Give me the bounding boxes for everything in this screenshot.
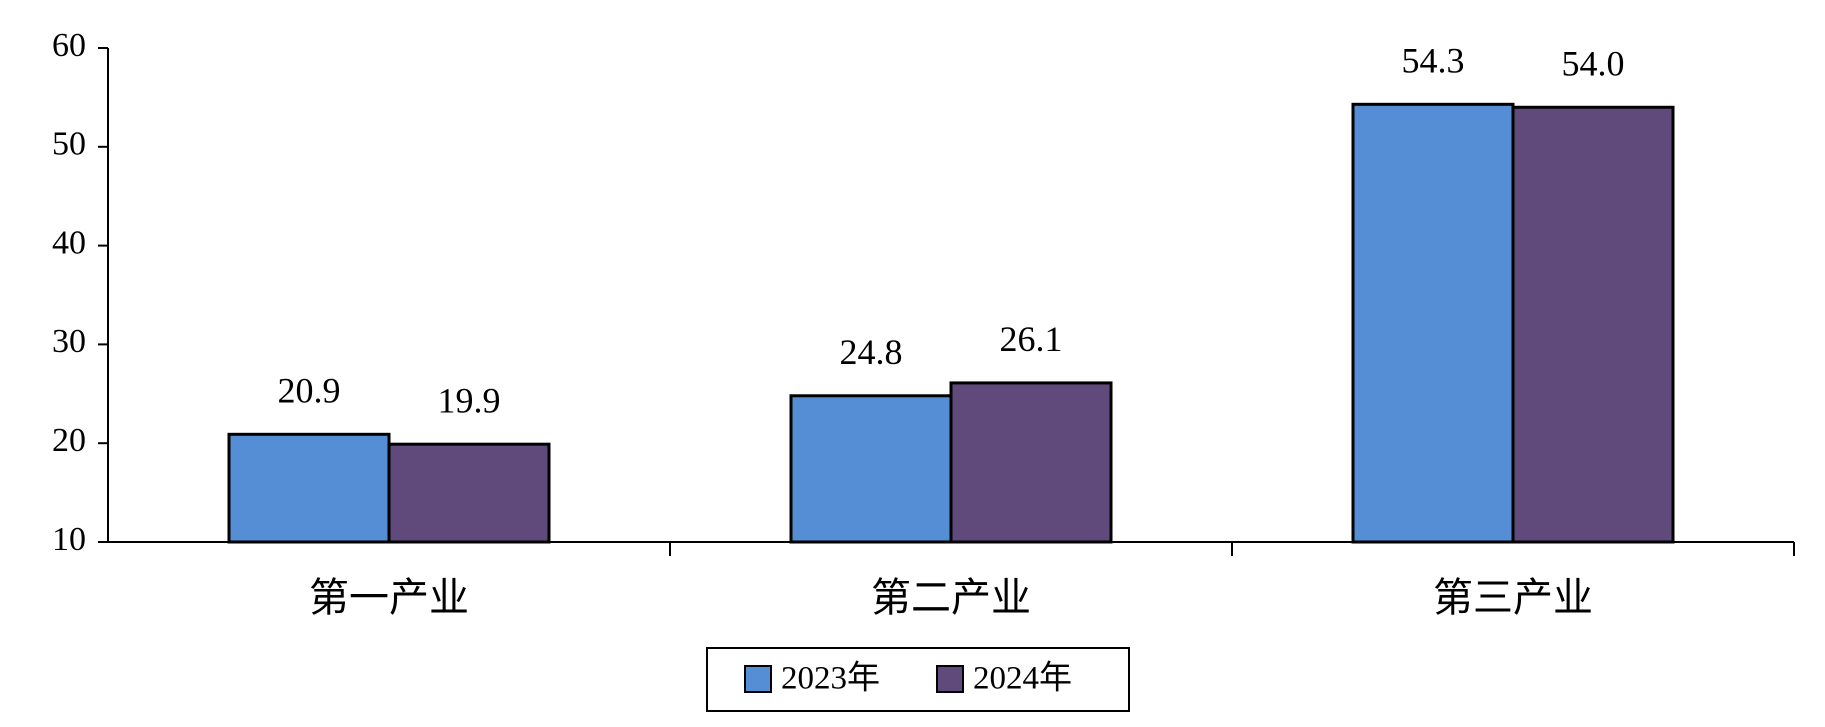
bar — [789, 394, 953, 544]
value-label: 24.8 — [840, 332, 903, 372]
value-label: 54.3 — [1402, 41, 1465, 81]
bar — [949, 381, 1113, 544]
legend-label: 2024年 — [973, 660, 1072, 697]
legend-swatch — [936, 665, 964, 693]
legend-box — [706, 647, 1130, 712]
y-tick-label: 10 — [52, 521, 86, 558]
x-tick-label: 第二产业 — [871, 575, 1031, 620]
value-label: 20.9 — [278, 371, 341, 411]
bar — [227, 432, 391, 544]
bar — [1511, 105, 1675, 544]
x-tick-label: 第一产业 — [309, 575, 469, 620]
y-tick-label: 30 — [52, 323, 86, 360]
bar — [387, 442, 551, 544]
value-label: 26.1 — [1000, 319, 1063, 359]
bar — [1351, 102, 1515, 544]
value-label: 19.9 — [438, 380, 501, 420]
legend-label: 2023年 — [781, 660, 880, 697]
legend-swatch — [744, 665, 772, 693]
y-tick-label: 20 — [52, 422, 86, 459]
y-tick-label: 40 — [52, 224, 86, 261]
value-label: 54.0 — [1562, 44, 1625, 84]
x-tick-label: 第三产业 — [1433, 575, 1593, 620]
y-tick-label: 60 — [52, 27, 86, 64]
y-tick-label: 50 — [52, 126, 86, 163]
